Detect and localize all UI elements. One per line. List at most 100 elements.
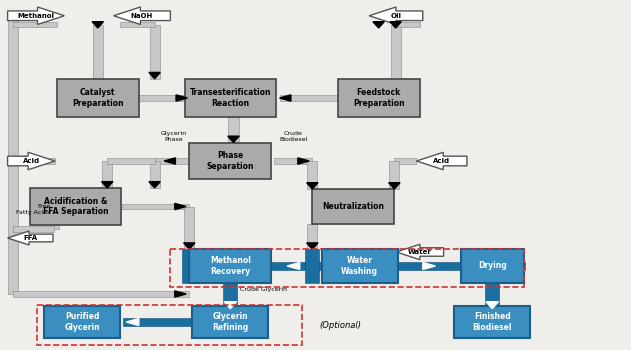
Polygon shape (228, 136, 239, 142)
Text: Catalyst
Preparation: Catalyst Preparation (72, 88, 124, 108)
Bar (155, 158, 192, 164)
Bar (394, 158, 416, 164)
Bar (192, 306, 268, 338)
Bar (150, 161, 160, 188)
Bar (322, 249, 398, 283)
Polygon shape (102, 182, 113, 188)
Text: Methanol: Methanol (18, 13, 54, 19)
Bar (182, 249, 196, 283)
Polygon shape (114, 7, 170, 24)
Polygon shape (373, 22, 384, 28)
Text: Oil: Oil (391, 13, 401, 19)
Polygon shape (390, 22, 401, 28)
Bar (150, 25, 160, 79)
Bar (189, 249, 271, 283)
Text: Glycerin
Refining: Glycerin Refining (212, 312, 249, 332)
Bar (228, 117, 239, 142)
Text: Crude Glycerin: Crude Glycerin (240, 287, 286, 292)
Polygon shape (164, 158, 175, 164)
Bar (307, 161, 317, 189)
Polygon shape (175, 203, 186, 210)
Text: Transesterification
Reaction: Transesterification Reaction (189, 88, 271, 108)
Text: Water: Water (408, 249, 432, 255)
Polygon shape (423, 262, 435, 270)
Bar (391, 25, 401, 79)
Polygon shape (416, 152, 467, 170)
Polygon shape (8, 7, 64, 24)
Bar (184, 206, 194, 249)
Bar (189, 262, 525, 270)
Text: Purified
Glycerin: Purified Glycerin (64, 312, 100, 332)
Bar (389, 249, 399, 252)
Polygon shape (280, 95, 291, 101)
Bar (312, 189, 394, 224)
Bar (184, 79, 276, 117)
Bar (102, 161, 112, 188)
Bar (13, 226, 54, 232)
Bar (223, 283, 237, 306)
Bar (305, 249, 319, 283)
Bar (18, 158, 55, 164)
Bar (170, 248, 524, 287)
Bar (122, 204, 189, 209)
Bar (338, 79, 420, 117)
Bar (454, 306, 530, 338)
Text: Phase
Separation: Phase Separation (206, 151, 254, 171)
Text: Glycerin
Phase: Glycerin Phase (160, 131, 187, 142)
Polygon shape (149, 72, 160, 79)
Polygon shape (298, 158, 309, 164)
Polygon shape (175, 291, 186, 297)
Polygon shape (389, 183, 400, 189)
Text: Neutralization: Neutralization (322, 202, 384, 211)
Bar (389, 161, 399, 189)
Text: Feedstock
Preparation: Feedstock Preparation (353, 88, 404, 108)
Text: Acidification &
FFA Separation: Acidification & FFA Separation (43, 197, 109, 216)
Polygon shape (8, 231, 53, 245)
Polygon shape (396, 244, 444, 260)
Bar (189, 143, 271, 179)
Bar (280, 95, 338, 101)
Bar (13, 22, 57, 27)
Text: Acid: Acid (23, 158, 40, 164)
Bar (13, 291, 189, 297)
Text: NaOH: NaOH (131, 13, 153, 19)
Polygon shape (287, 262, 300, 270)
Bar (44, 306, 120, 338)
Polygon shape (184, 243, 195, 249)
Polygon shape (486, 302, 498, 309)
Polygon shape (8, 152, 55, 170)
Text: FFA: FFA (23, 235, 37, 241)
Text: Finished
Biodiesel: Finished Biodiesel (473, 312, 512, 332)
Polygon shape (92, 22, 103, 28)
Bar (461, 249, 524, 283)
Bar (37, 304, 302, 345)
Bar (123, 318, 192, 326)
Polygon shape (149, 182, 160, 188)
Bar (139, 95, 187, 101)
Bar (49, 225, 59, 229)
Bar (396, 22, 420, 27)
Polygon shape (369, 7, 423, 24)
Text: Water
Washing: Water Washing (341, 256, 378, 276)
Polygon shape (126, 318, 139, 326)
Bar (307, 224, 317, 249)
Text: (Optional): (Optional) (320, 321, 362, 330)
Bar (93, 25, 103, 79)
Polygon shape (224, 302, 237, 309)
Polygon shape (176, 95, 187, 101)
Polygon shape (307, 243, 318, 249)
Polygon shape (307, 183, 318, 189)
Bar (107, 158, 155, 164)
Bar (274, 158, 312, 164)
Bar (57, 79, 139, 117)
Bar (485, 283, 499, 306)
Bar (394, 249, 396, 255)
Text: Crude
Biodiesel: Crude Biodiesel (280, 131, 307, 142)
Bar (8, 16, 18, 294)
Text: Free
Fatty Acids: Free Fatty Acids (16, 204, 50, 215)
Text: Drying: Drying (478, 261, 507, 271)
Bar (30, 188, 121, 225)
Text: Methanol
Recovery: Methanol Recovery (210, 256, 251, 276)
Text: Acid: Acid (433, 158, 451, 164)
Bar (120, 22, 155, 27)
